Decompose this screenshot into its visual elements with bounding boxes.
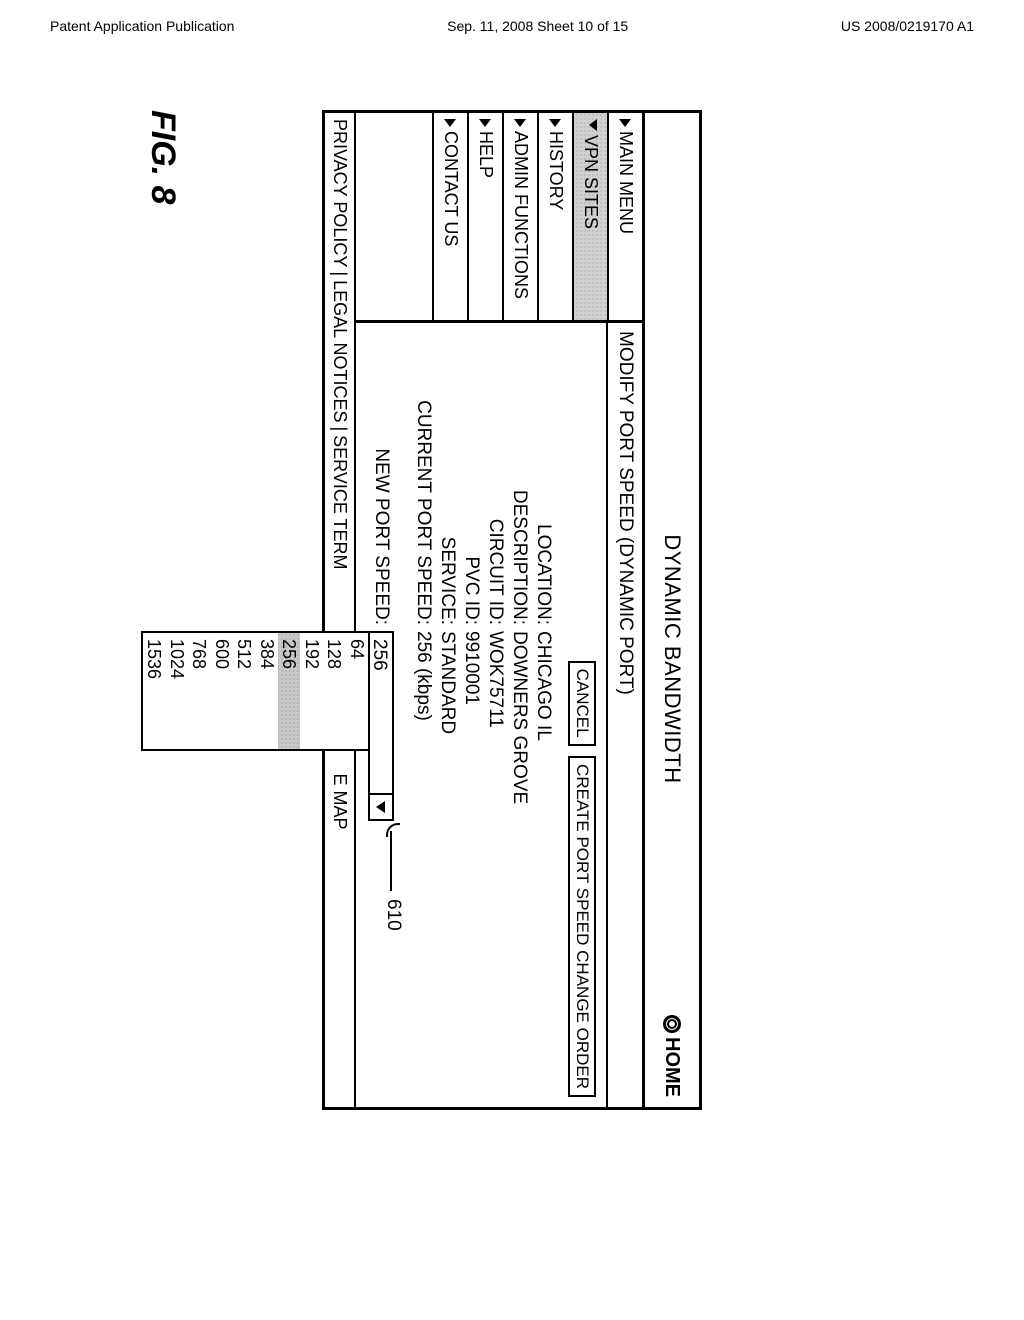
location-value: CHICAGO IL	[532, 631, 554, 741]
new-speed-value: 256	[370, 633, 392, 793]
circuit-value: WOK75711	[484, 631, 506, 728]
footer-legal[interactable]: LEGAL NOTICES	[329, 280, 350, 422]
new-speed-label: NEW PORT SPEED:	[370, 331, 394, 631]
current-speed-value: 256 (kbps)	[412, 631, 434, 721]
new-speed-select[interactable]: 256	[368, 631, 394, 821]
home-link[interactable]: HOME	[661, 1015, 684, 1097]
pvc-label: PVC ID:	[460, 331, 482, 631]
dropdown-option[interactable]: 192	[301, 633, 324, 749]
titlebar: DYNAMIC BANDWIDTH HOME	[642, 113, 699, 1107]
speed-dropdown: 64 128 192 256 384 512 600 768 1024 1536	[141, 631, 368, 751]
sidebar-item-label: HELP	[475, 131, 496, 178]
chevron-right-icon	[445, 119, 457, 127]
header-right: US 2008/0219170 A1	[841, 18, 974, 34]
cancel-button[interactable]: CANCEL	[568, 661, 596, 746]
sidebar-item-contact[interactable]: CONTACT US	[432, 113, 467, 320]
new-speed-row: NEW PORT SPEED: 256 610 64 128	[368, 331, 394, 1099]
sidebar-item-admin[interactable]: ADMIN FUNCTIONS	[502, 113, 537, 320]
service-value: STANDARD	[436, 631, 458, 734]
chevron-right-icon	[480, 119, 492, 127]
button-row: CANCEL CREATE PORT SPEED CHANGE ORDER	[562, 323, 606, 1107]
footer-links: PRIVACY POLICY | LEGAL NOTICES | SERVICE…	[325, 113, 356, 1107]
app-title: DYNAMIC BANDWIDTH	[659, 534, 685, 783]
description-value: DOWNERS GROVE	[508, 631, 530, 804]
chevron-down-icon	[584, 119, 598, 131]
sidebar: MAIN MENU VPN SITES HISTORY ADMIN FUNCTI…	[356, 113, 642, 323]
service-label: SERVICE:	[436, 331, 458, 631]
footer-terms[interactable]: SERVICE TERM	[329, 435, 350, 569]
reference-leader	[390, 831, 392, 891]
sidebar-item-main-menu[interactable]: MAIN MENU	[607, 113, 642, 320]
reference-curve	[386, 823, 400, 837]
dropdown-option[interactable]: 600	[211, 633, 234, 749]
create-order-button[interactable]: CREATE PORT SPEED CHANGE ORDER	[568, 756, 596, 1097]
sidebar-item-help[interactable]: HELP	[467, 113, 502, 320]
header-center: Sep. 11, 2008 Sheet 10 of 15	[447, 18, 628, 34]
footer-sep: |	[329, 271, 350, 276]
reference-number: 610	[382, 899, 404, 931]
circuit-label: CIRCUIT ID:	[484, 331, 506, 631]
dropdown-option[interactable]: 64	[346, 633, 369, 749]
dropdown-option[interactable]: 1024	[166, 633, 189, 749]
current-speed-label: CURRENT PORT SPEED:	[412, 331, 434, 631]
dropdown-option[interactable]: 128	[323, 633, 346, 749]
footer-sep: |	[329, 426, 350, 431]
content-area: MODIFY PORT SPEED (DYNAMIC PORT) CANCEL …	[356, 323, 642, 1107]
sidebar-item-history[interactable]: HISTORY	[537, 113, 572, 320]
footer-map[interactable]: E MAP	[329, 774, 350, 830]
port-details: LOCATION: CHICAGO IL DESCRIPTION: DOWNER…	[356, 323, 562, 1107]
sidebar-item-label: VPN SITES	[580, 135, 601, 229]
location-label: LOCATION:	[532, 331, 554, 631]
home-label: HOME	[661, 1037, 684, 1097]
chevron-right-icon	[515, 119, 527, 127]
dropdown-option[interactable]: 768	[188, 633, 211, 749]
pvc-value: 9910001	[460, 631, 482, 705]
sidebar-item-label: ADMIN FUNCTIONS	[510, 131, 531, 299]
sidebar-item-vpn-sites[interactable]: VPN SITES	[572, 113, 607, 320]
dropdown-toggle[interactable]	[370, 793, 392, 819]
dropdown-option[interactable]: 512	[233, 633, 256, 749]
app-window: DYNAMIC BANDWIDTH HOME MAIN MENU VPN SIT…	[322, 110, 702, 1110]
chevron-right-icon	[620, 119, 632, 127]
footer-privacy[interactable]: PRIVACY POLICY	[329, 119, 350, 267]
sidebar-item-label: CONTACT US	[440, 131, 461, 246]
figure-label: FIG. 8	[143, 110, 182, 204]
header-left: Patent Application Publication	[50, 18, 234, 34]
sidebar-item-label: MAIN MENU	[615, 131, 636, 234]
chevron-right-icon	[550, 119, 562, 127]
chevron-down-icon	[377, 801, 386, 813]
dropdown-option[interactable]: 384	[256, 633, 279, 749]
description-label: DESCRIPTION:	[508, 331, 530, 631]
home-icon	[663, 1015, 681, 1033]
dropdown-option-selected[interactable]: 256	[278, 633, 301, 749]
section-title: MODIFY PORT SPEED (DYNAMIC PORT)	[606, 323, 642, 1107]
patent-header: Patent Application Publication Sep. 11, …	[0, 0, 1024, 42]
sidebar-item-label: HISTORY	[545, 131, 566, 210]
dropdown-option[interactable]: 1536	[143, 633, 166, 749]
